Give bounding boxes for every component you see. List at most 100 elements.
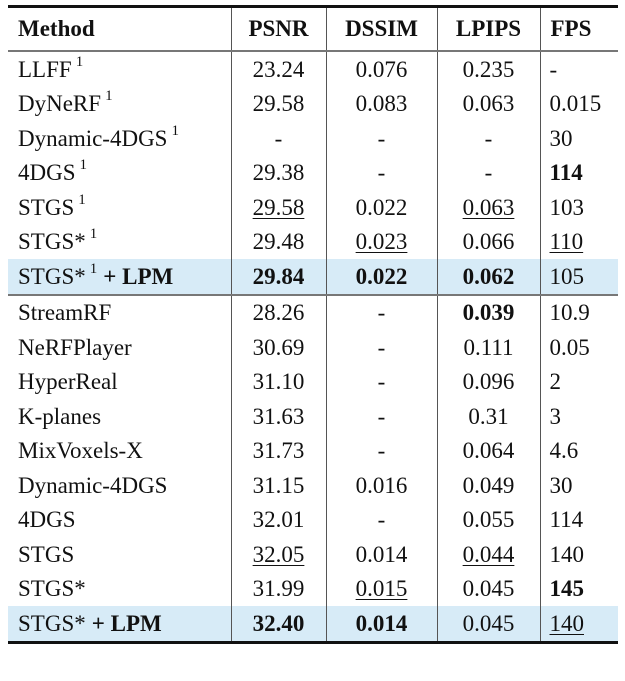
method-name: 4DGS	[18, 160, 76, 186]
dssim-cell: -	[325, 330, 437, 365]
fps-value: 140	[549, 610, 585, 636]
psnr-value: 31.10	[252, 369, 305, 395]
fps-cell: 114	[539, 155, 618, 190]
dssim-value: -	[377, 125, 386, 151]
fps-value: 105	[549, 263, 585, 289]
dssim-value: -	[377, 403, 386, 429]
lpips-cell: 0.063	[436, 190, 540, 225]
lpips-cell: 0.045	[436, 606, 540, 642]
method-cell: Dynamic-4DGS	[8, 468, 231, 503]
psnr-cell: 32.05	[230, 537, 326, 572]
method-name: STGS*	[18, 610, 86, 636]
lpips-value: 0.049	[462, 472, 515, 498]
header-psnr: PSNR	[230, 6, 326, 51]
dssim-value: 0.023	[355, 229, 408, 255]
method-name: Dynamic-4DGS	[18, 125, 168, 151]
lpips-value: 0.066	[462, 229, 515, 255]
lpips-value: 0.055	[462, 507, 515, 533]
header-lpips: LPIPS	[436, 6, 540, 51]
method-cell: 4DGS 1	[8, 156, 231, 191]
lpips-cell: 0.31	[436, 399, 540, 434]
footnote-marker: 1	[105, 88, 113, 105]
dssim-cell: 0.015	[325, 571, 437, 606]
fps-cell: 30	[539, 468, 618, 503]
table-row: STGS* 1 29.48 0.023 0.066 110	[8, 224, 618, 259]
lpips-value: 0.31	[468, 403, 509, 429]
method-cell: StreamRF	[8, 295, 231, 331]
dssim-value: 0.014	[355, 610, 408, 636]
footnote-marker: 1	[75, 53, 84, 70]
lpips-cell: 0.235	[436, 51, 540, 87]
psnr-value: 29.58	[252, 91, 305, 117]
lpips-value: 0.045	[462, 610, 515, 636]
table-row: STGS 32.05 0.014 0.044 140	[8, 537, 618, 572]
psnr-value: 31.63	[252, 403, 305, 429]
lpips-cell: 0.096	[436, 364, 540, 399]
method-name: MixVoxels-X	[18, 438, 143, 464]
fps-cell: 4.6	[539, 433, 618, 468]
fps-cell: 110	[539, 224, 618, 259]
psnr-cell: 28.26	[230, 294, 326, 330]
dssim-cell: 0.014	[325, 606, 437, 642]
fps-cell: 140	[539, 537, 618, 572]
dssim-cell: -	[325, 433, 437, 468]
fps-value: 140	[549, 541, 585, 567]
fps-value: -	[549, 56, 558, 82]
header-dssim: DSSIM	[325, 6, 437, 51]
dssim-value: 0.083	[355, 91, 408, 117]
dssim-cell: -	[325, 502, 437, 537]
footnote-marker: 1	[89, 260, 98, 277]
lpips-value: 0.096	[462, 369, 515, 395]
dssim-cell: 0.023	[325, 224, 437, 259]
table-row: STGS 1 29.58 0.022 0.063 103	[8, 190, 618, 225]
fps-cell: 105	[539, 259, 618, 295]
table-row: 4DGS 1 29.38 - - 114	[8, 155, 618, 191]
results-table-container: Method PSNR DSSIM LPIPS FPS LLFF 1 23.24 0.…	[8, 5, 618, 644]
fps-value: 30	[549, 472, 573, 498]
fps-cell: 2	[539, 364, 618, 399]
method-cell: DyNeRF 1	[8, 87, 231, 122]
fps-cell: 0.05	[539, 330, 618, 365]
lpips-cell: 0.111	[436, 330, 540, 365]
dssim-cell: 0.083	[325, 86, 437, 121]
lpips-cell: 0.062	[436, 259, 540, 295]
fps-value: 4.6	[549, 438, 579, 464]
lpips-value: 0.063	[462, 194, 515, 220]
lpips-value: 0.063	[462, 91, 515, 117]
header-row: Method PSNR DSSIM LPIPS FPS	[8, 6, 618, 51]
fps-cell: -	[539, 51, 618, 87]
table-row: NeRFPlayer 30.69 - 0.111 0.05	[8, 330, 618, 365]
method-cell: HyperReal	[8, 365, 231, 400]
psnr-value: 29.58	[252, 194, 305, 220]
fps-value: 110	[549, 229, 584, 255]
lpips-value: 0.044	[462, 541, 515, 567]
method-cell: STGS 1	[8, 190, 231, 225]
lpips-cell: 0.044	[436, 537, 540, 572]
lpips-cell: 0.049	[436, 468, 540, 503]
psnr-value: -	[274, 125, 283, 151]
table-row: DyNeRF 1 29.58 0.083 0.063 0.015	[8, 86, 618, 122]
header-method: Method	[18, 16, 95, 41]
fps-cell: 140	[539, 606, 618, 642]
table-row: STGS* 31.99 0.015 0.045 145	[8, 571, 618, 607]
header-fps: FPS	[539, 6, 618, 51]
footnote-marker: 1	[78, 191, 86, 208]
lpips-value: 0.039	[462, 300, 515, 326]
method-name: DyNeRF	[18, 91, 102, 117]
fps-cell: 3	[539, 399, 618, 434]
dssim-value: -	[377, 334, 386, 360]
fps-value: 0.05	[549, 334, 590, 360]
lpips-cell: 0.066	[436, 224, 540, 259]
results-table: Method PSNR DSSIM LPIPS FPS LLFF 1 23.24 0.…	[8, 5, 618, 644]
dssim-value: 0.022	[355, 263, 408, 289]
method-name: 4DGS	[18, 507, 76, 533]
footnote-marker: 1	[79, 157, 88, 174]
table-row: MixVoxels-X 31.73 - 0.064 4.6	[8, 433, 618, 468]
method-name: STGS	[18, 194, 75, 220]
psnr-cell: 31.10	[230, 364, 326, 399]
dssim-value: -	[377, 438, 386, 464]
method-cell: STGS* 1 + LPM	[8, 259, 231, 295]
fps-cell: 30	[539, 121, 618, 156]
method-cell: STGS*	[8, 572, 231, 607]
fps-value: 103	[549, 194, 585, 220]
